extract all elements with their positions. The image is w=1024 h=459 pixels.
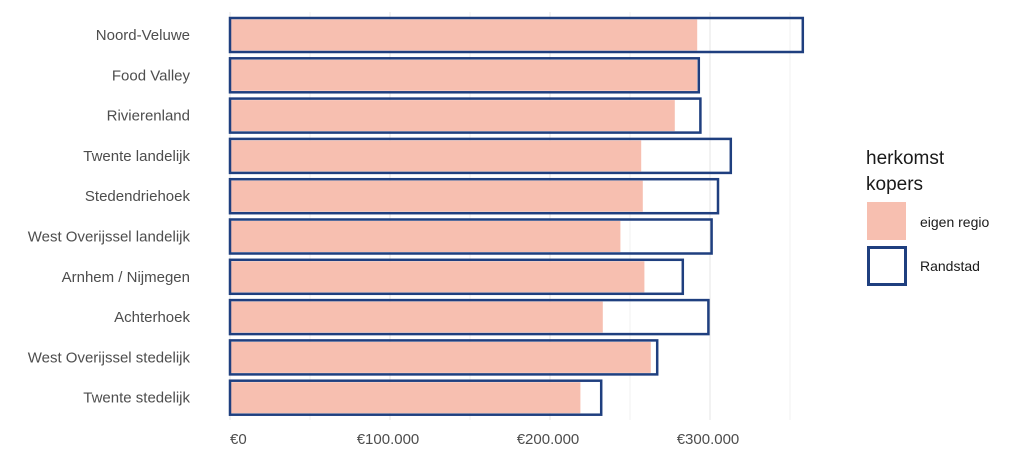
- category-label: Food Valley: [112, 67, 191, 84]
- bar-eigen-regio-west-overijssel-stedelijk: [230, 341, 651, 373]
- legend-label-randstad: Randstad: [920, 258, 980, 274]
- category-label: Achterhoek: [114, 309, 190, 326]
- x-tick-label: €300.000: [677, 431, 740, 448]
- legend-swatch-eigen-regio: [867, 202, 906, 240]
- category-label: Rivierenland: [107, 108, 190, 125]
- bar-eigen-regio-arnhem-nijmegen: [230, 261, 645, 293]
- category-label: Arnhem / Nijmegen: [62, 269, 190, 286]
- category-label: Twente landelijk: [83, 148, 190, 165]
- bar-eigen-regio-twente-landelijk: [230, 140, 642, 172]
- bar-randstad-west-overijssel-landelijk: [228, 218, 713, 255]
- bar-randstad-arnhem-nijmegen: [228, 258, 685, 296]
- category-label: Noord-Veluwe: [96, 27, 190, 44]
- bar-randstad-west-overijssel-stedelijk: [228, 339, 659, 376]
- bar-randstad-stedendriehoek: [228, 177, 720, 215]
- bar-eigen-regio-twente-stedelijk: [230, 382, 581, 414]
- legend-title-line-1: herkomst: [866, 148, 945, 169]
- x-tick-label: €0: [230, 431, 247, 448]
- legend-swatch-randstad: [867, 246, 907, 286]
- category-label: West Overijssel landelijk: [28, 229, 191, 246]
- bar-eigen-regio-food-valley: [230, 59, 698, 91]
- category-labels: Noord-Veluwe Food Valley Rivierenland Twent…: [28, 27, 191, 407]
- bar-eigen-regio-noord-veluwe: [230, 19, 698, 51]
- x-tick-label: €200.000: [517, 431, 580, 448]
- category-label: Stedendriehoek: [85, 188, 191, 205]
- bar-eigen-regio-stedendriehoek: [230, 180, 643, 212]
- category-label: Twente stedelijk: [83, 390, 190, 407]
- bar-eigen-regio-rivierenland: [230, 100, 675, 132]
- bar-randstad-rivierenland: [228, 97, 702, 134]
- legend-title-line-2: kopers: [866, 174, 923, 195]
- bar-eigen-regio-achterhoek: [230, 301, 603, 333]
- legend: herkomst kopers eigen regio Randstad: [866, 148, 989, 286]
- bars: [228, 16, 805, 416]
- bar-eigen-regio-west-overijssel-landelijk: [230, 221, 621, 252]
- legend-label-eigen-regio: eigen regio: [920, 214, 989, 230]
- x-tick-labels: €0 €100.000 €200.000 €300.000: [230, 431, 739, 448]
- bar-randstad-twente-landelijk: [228, 137, 733, 175]
- bar-randstad-achterhoek: [228, 298, 710, 336]
- bar-randstad-noord-veluwe: [228, 16, 805, 54]
- bar-randstad-twente-stedelijk: [228, 379, 603, 416]
- x-tick-label: €100.000: [357, 431, 420, 448]
- category-label: West Overijssel stedelijk: [28, 349, 191, 366]
- bar-randstad-food-valley: [228, 57, 701, 94]
